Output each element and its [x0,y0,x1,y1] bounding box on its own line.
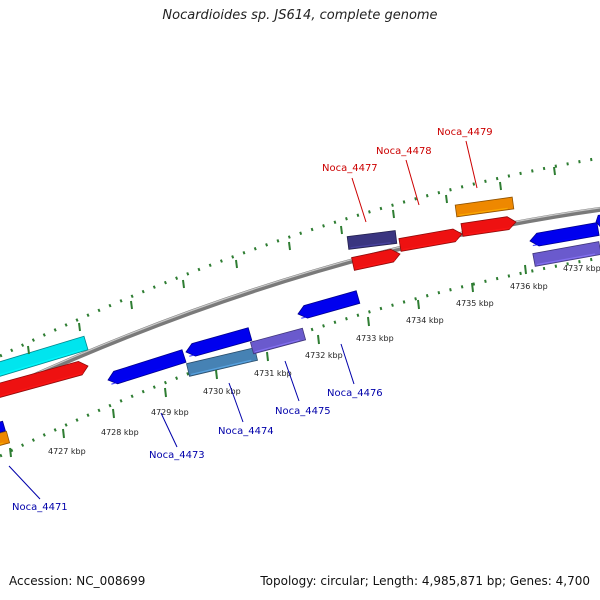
tick-label: 4731 kbp [254,369,292,378]
major-tick [112,408,115,419]
tick-label: 4736 kbp [510,282,548,291]
major-tick [62,428,65,439]
major-tick [9,447,12,458]
outer-tick [78,322,81,332]
major-tick [164,387,167,398]
major-tick [215,369,218,380]
gene-label: Noca_4475 [275,406,331,417]
major-tick [524,264,527,275]
gene-arrow[interactable] [398,228,463,252]
gene-arrow[interactable] [0,360,89,399]
backbone-line [0,206,600,395]
major-tick [266,351,269,362]
backbone [0,206,600,395]
ticks: 4727 kbp 4728 kbp 4729 kbp 4730 kbp 4731 kbp… [9,166,600,458]
gene-arrow[interactable] [454,196,515,218]
label-leader-line [160,412,178,448]
major-tick [317,334,320,345]
gene-label: Noca_4479 [437,127,493,138]
gene-arrow[interactable] [249,327,307,355]
tick-label: 4734 kbp [406,316,444,325]
label-leader-line [405,159,420,206]
gene-arrow[interactable] [351,248,401,271]
label-leader-line [465,140,478,189]
outer-tick [553,166,556,176]
gene-arrow[interactable] [107,349,187,385]
gene-arrow[interactable] [0,420,6,434]
label-leader-line [351,177,367,223]
gene-arrow[interactable] [460,216,517,237]
tick-label: 4733 kbp [356,334,394,343]
label-leader-line [8,465,41,500]
tick-label: 4737 kbp [563,264,600,273]
gene-label: Noca_4478 [376,146,432,157]
gene-label: Noca_4477 [322,163,378,174]
gene-arrow[interactable] [529,222,600,247]
page-title: Nocardioides sp. JS614, complete genome [162,8,438,23]
outer-tick [499,181,502,191]
gene-arrow[interactable] [346,230,398,250]
outer-tick [445,194,448,204]
gene-label: Noca_4476 [327,388,383,399]
outer-tick [27,345,30,355]
tick-label: 4732 kbp [305,351,343,360]
tick-label: 4730 kbp [203,387,241,396]
outer-dotted-ring [0,156,600,358]
tick-label: 4728 kbp [101,428,139,437]
gene-arrow[interactable] [595,213,600,227]
tick-label: 4735 kbp [456,299,494,308]
gene-label: Noca_4473 [149,450,205,461]
genes [0,196,600,448]
outer-tick [130,300,133,310]
gene-label: Noca_4474 [218,426,274,437]
gene-arrow[interactable] [0,335,89,378]
outer-tick [340,225,343,235]
label-leader-line [340,343,355,385]
major-tick [367,316,370,327]
gene-label: Noca_4471 [12,502,68,513]
outer-tick [288,241,291,251]
major-tick [471,282,474,293]
label-leader-line [228,382,244,423]
outer-tick [392,209,395,219]
outer-tick [235,259,238,269]
gene-arrow[interactable] [0,430,11,448]
gene-arrow[interactable] [532,241,600,267]
genome-summary-text: Topology: circular; Length: 4,985,871 bp… [260,574,590,588]
tick-label: 4727 kbp [48,447,86,456]
label-leader-line [284,360,300,402]
tick-label: 4729 kbp [151,408,189,417]
major-tick [417,299,420,310]
accession-text: Accession: NC_008699 [9,574,146,588]
outer-tick [182,279,185,289]
